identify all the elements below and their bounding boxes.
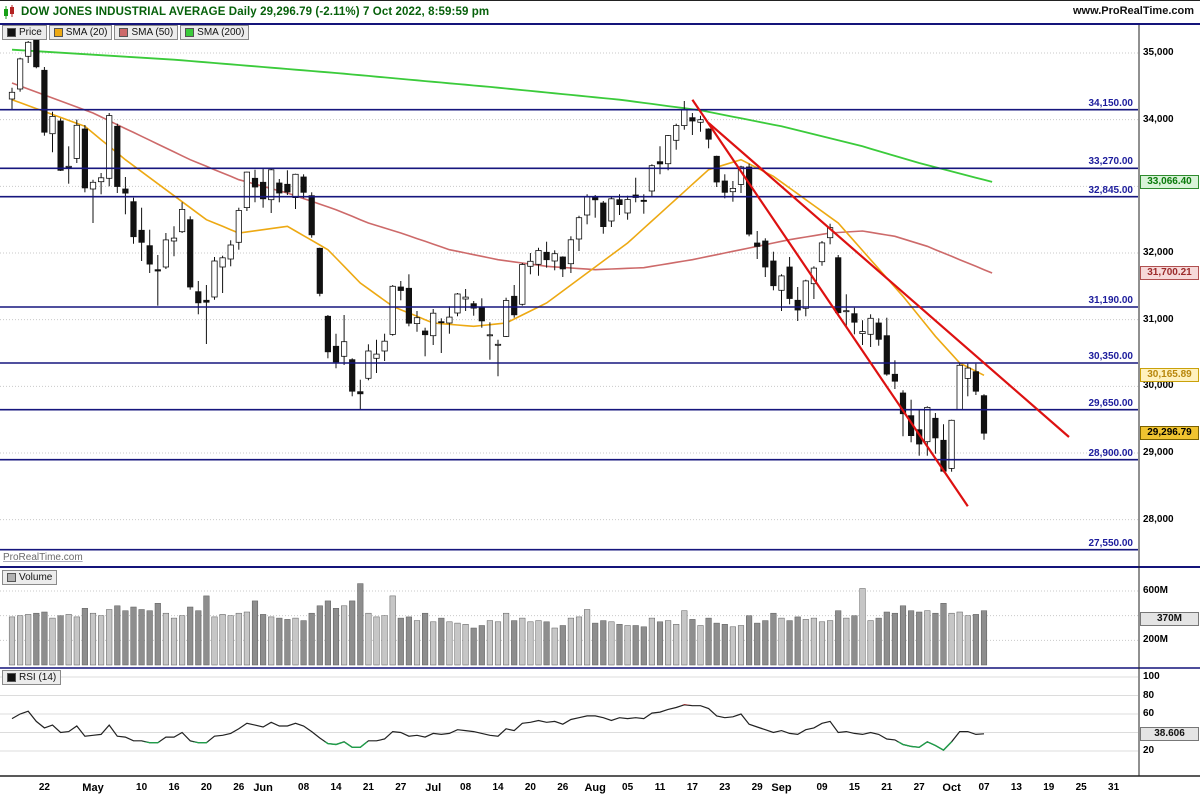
x-axis-label: 26 bbox=[557, 782, 569, 793]
volume-legend: Volume bbox=[2, 570, 58, 585]
x-axis-label: 20 bbox=[200, 782, 212, 793]
x-axis-label: 09 bbox=[816, 782, 828, 793]
x-axis-label: 20 bbox=[524, 782, 536, 793]
candlestick-series bbox=[8, 27, 988, 473]
x-axis-label: 05 bbox=[622, 782, 634, 793]
x-axis-label: 21 bbox=[362, 782, 374, 793]
app-icon bbox=[3, 4, 16, 20]
x-axis-label: Jul bbox=[425, 782, 442, 794]
x-axis-label: 21 bbox=[881, 782, 893, 793]
x-axis-label: 08 bbox=[460, 782, 472, 793]
x-axis-label: Oct bbox=[942, 782, 961, 794]
x-axis-label: Sep bbox=[771, 782, 792, 794]
legend-sma200[interactable]: SMA (200) bbox=[180, 25, 250, 40]
price-axis-tick: 32,000 bbox=[1143, 247, 1174, 258]
price-level-label: 32,845.00 bbox=[1088, 184, 1134, 196]
price-level-label: 28,900.00 bbox=[1088, 447, 1134, 459]
rsi-axis-tick: 60 bbox=[1143, 708, 1155, 719]
x-axis-label: 16 bbox=[168, 782, 180, 793]
x-axis-label: 13 bbox=[1010, 782, 1022, 793]
price-axis-tick: 29,000 bbox=[1143, 447, 1174, 458]
sma20-line bbox=[11, 98, 985, 377]
price-swatch bbox=[7, 28, 16, 37]
rsi-legend: RSI (14) bbox=[2, 670, 62, 685]
sma200-swatch bbox=[185, 28, 195, 37]
x-axis-label: 14 bbox=[330, 782, 342, 793]
rsi-axis-tick: 80 bbox=[1143, 689, 1155, 701]
rsi-line bbox=[11, 704, 985, 751]
price-level-label: 27,550.00 bbox=[1088, 537, 1134, 549]
sma20-value-badge: 30,165.89 bbox=[1140, 368, 1199, 383]
trendlines bbox=[691, 99, 1070, 507]
sma200-value-badge: 33,066.40 bbox=[1140, 174, 1199, 189]
rsi-swatch bbox=[7, 673, 16, 682]
price-axis-tick: 34,000 bbox=[1143, 113, 1174, 125]
legend-sma200-label: SMA (200) bbox=[197, 27, 245, 38]
legend-sma50[interactable]: SMA (50) bbox=[114, 25, 179, 40]
x-axis-label: 29 bbox=[751, 782, 763, 793]
x-axis-label: 17 bbox=[686, 782, 698, 793]
price-level-label: 31,190.00 bbox=[1088, 295, 1134, 306]
watermark-link[interactable]: ProRealTime.com bbox=[3, 552, 83, 563]
price-axis-tick: 28,000 bbox=[1143, 513, 1174, 525]
legend-rsi[interactable]: RSI (14) bbox=[2, 670, 62, 685]
price-axis-tick: 31,000 bbox=[1143, 313, 1174, 325]
rsi-axis-tick: 100 bbox=[1143, 671, 1160, 682]
x-axis-label: 14 bbox=[492, 782, 504, 793]
x-axis-label: 27 bbox=[395, 782, 407, 793]
rsi-value-badge: 38.606 bbox=[1140, 726, 1199, 741]
prorealtime-link[interactable]: www.ProRealTime.com bbox=[1072, 5, 1194, 17]
legend-sma20[interactable]: SMA (20) bbox=[48, 25, 113, 40]
price-axis-tick: 30,000 bbox=[1143, 380, 1174, 392]
x-axis-label: 26 bbox=[233, 782, 245, 793]
legend-volume-label: Volume bbox=[19, 572, 53, 583]
volume-axis-tick: 600M bbox=[1143, 585, 1169, 596]
header-bar: DOW JONES INDUSTRIAL AVERAGE Daily 29,29… bbox=[0, 1, 1200, 25]
legend-sma20-label: SMA (20) bbox=[65, 27, 108, 38]
level-lines bbox=[0, 108, 1138, 551]
legend-sma50-label: SMA (50) bbox=[131, 27, 174, 38]
x-axis-label: 10 bbox=[136, 782, 148, 793]
rsi-axis-tick: 20 bbox=[1143, 745, 1155, 756]
x-axis-label: 07 bbox=[978, 782, 990, 793]
volume-bars bbox=[8, 583, 988, 666]
price-axis-tick: 35,000 bbox=[1143, 47, 1174, 58]
price-level-label: 33,270.00 bbox=[1088, 156, 1134, 168]
sma50-value-badge: 31,700.21 bbox=[1140, 265, 1199, 280]
sma50-swatch bbox=[119, 28, 129, 37]
panel-borders bbox=[0, 23, 1200, 777]
price-level-label: 34,150.00 bbox=[1088, 97, 1134, 109]
price-level-label: 30,350.00 bbox=[1088, 351, 1134, 362]
x-axis-label: 19 bbox=[1043, 782, 1055, 793]
legend-volume[interactable]: Volume bbox=[2, 570, 58, 585]
x-axis-label: 31 bbox=[1108, 782, 1120, 793]
x-axis-label: May bbox=[82, 782, 104, 794]
volume-swatch bbox=[7, 573, 16, 582]
x-axis-label: 23 bbox=[719, 782, 731, 793]
x-axis-label: Aug bbox=[584, 782, 606, 794]
legend-price[interactable]: Price bbox=[2, 25, 47, 40]
x-axis-label: Jun bbox=[253, 782, 273, 794]
legend-price-label: Price bbox=[19, 27, 42, 38]
x-axis-label: 25 bbox=[1075, 782, 1087, 793]
price-level-label: 29,650.00 bbox=[1088, 397, 1134, 409]
volume-axis-tick: 200M bbox=[1143, 634, 1169, 646]
volume-value-badge: 370M bbox=[1140, 612, 1199, 627]
price-legend: Price SMA (20) SMA (50) SMA (200) bbox=[2, 25, 250, 40]
x-axis-label: 11 bbox=[654, 782, 666, 793]
legend-rsi-label: RSI (14) bbox=[19, 672, 57, 683]
x-axis-label: 08 bbox=[298, 782, 310, 793]
last-price-badge: 29,296.79 bbox=[1140, 426, 1199, 441]
x-axis-label: 15 bbox=[848, 782, 860, 793]
sma200-line bbox=[11, 48, 993, 183]
sma20-swatch bbox=[53, 28, 63, 37]
instrument-title: DOW JONES INDUSTRIAL AVERAGE Daily 29,29… bbox=[21, 6, 490, 18]
x-axis-label: 27 bbox=[913, 782, 925, 793]
price-gridlines bbox=[0, 52, 1138, 521]
x-axis-label: 22 bbox=[38, 782, 50, 793]
